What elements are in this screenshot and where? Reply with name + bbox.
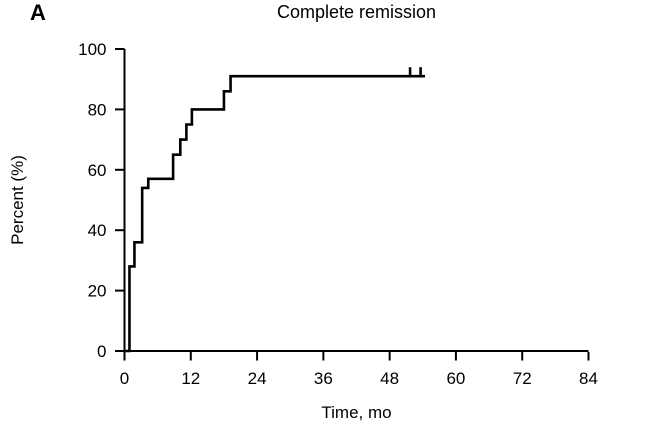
y-tick-label: 40: [88, 221, 107, 240]
panel-label: A: [30, 0, 47, 25]
km-step-curve: [124, 74, 425, 353]
x-tick-label: 60: [446, 369, 465, 388]
x-tick-label: 72: [513, 369, 532, 388]
x-tick-label: 48: [380, 369, 399, 388]
x-tick-label: 24: [248, 369, 267, 388]
y-tick-label: 0: [97, 342, 106, 361]
y-tick-label: 100: [78, 40, 106, 59]
x-tick-label: 84: [579, 369, 598, 388]
x-tick-label: 12: [181, 369, 200, 388]
x-tick-label: 0: [120, 369, 129, 388]
x-tick-label: 36: [314, 369, 333, 388]
chart-title: Complete remission: [276, 2, 437, 22]
y-tick-label: 60: [88, 161, 107, 180]
y-tick-label: 80: [88, 100, 107, 119]
y-tick-label: 20: [88, 282, 107, 301]
x-axis-title: Time, mo: [321, 403, 392, 422]
